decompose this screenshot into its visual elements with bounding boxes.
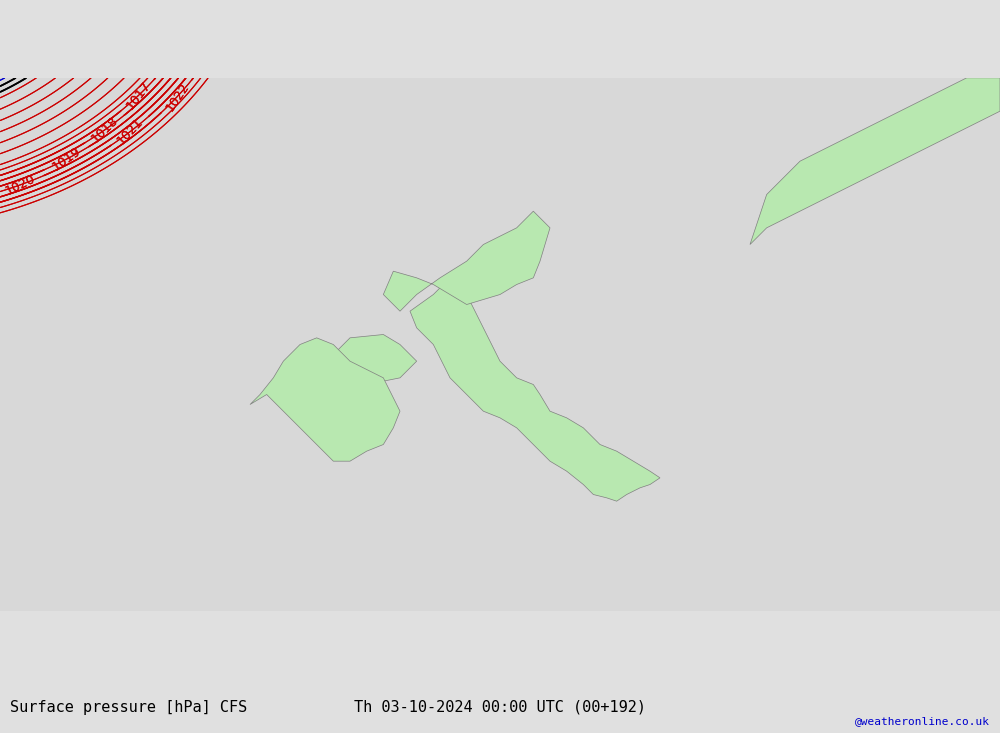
Polygon shape xyxy=(0,78,1000,611)
Text: 1017: 1017 xyxy=(123,79,153,112)
Text: Th 03-10-2024 00:00 UTC (00+192): Th 03-10-2024 00:00 UTC (00+192) xyxy=(354,700,646,715)
Polygon shape xyxy=(383,211,550,312)
Text: 1017: 1017 xyxy=(123,79,153,112)
Polygon shape xyxy=(433,78,1000,611)
Text: 1021: 1021 xyxy=(115,115,146,147)
Text: 1020: 1020 xyxy=(3,172,37,198)
Polygon shape xyxy=(327,334,417,385)
Text: 1019: 1019 xyxy=(50,144,84,173)
Polygon shape xyxy=(250,338,400,461)
Polygon shape xyxy=(750,78,1000,245)
Text: 1018: 1018 xyxy=(89,114,121,145)
Text: 1018: 1018 xyxy=(89,114,121,145)
Text: 1019: 1019 xyxy=(50,144,84,173)
Text: 1021: 1021 xyxy=(115,115,146,147)
Polygon shape xyxy=(410,278,660,501)
Text: Surface pressure [hPa] CFS: Surface pressure [hPa] CFS xyxy=(10,700,247,715)
Text: 1020: 1020 xyxy=(3,172,37,198)
Text: @weatheronline.co.uk: @weatheronline.co.uk xyxy=(855,715,990,726)
Text: 1022: 1022 xyxy=(163,80,192,114)
Text: 1022: 1022 xyxy=(163,80,192,114)
